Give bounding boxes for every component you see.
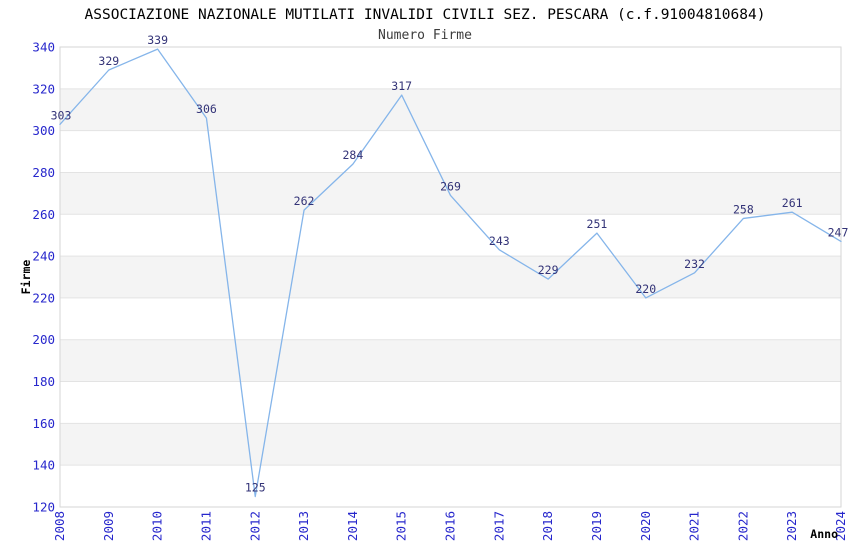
point-label: 247: [828, 225, 849, 239]
x-tick-label: 2008: [52, 511, 67, 541]
y-tick-label: 140: [32, 458, 55, 473]
point-label: 251: [587, 217, 608, 231]
x-tick-label: 2023: [784, 511, 799, 541]
point-label: 303: [51, 108, 72, 122]
y-axis-title: Firme: [19, 260, 33, 295]
y-tick-label: 120: [32, 500, 55, 515]
y-tick-label: 240: [32, 249, 55, 264]
x-tick-label: 2015: [394, 511, 409, 541]
point-label: 262: [294, 194, 315, 208]
x-tick-label: 2020: [638, 511, 653, 541]
grid-band: [60, 423, 841, 466]
y-tick-label: 280: [32, 165, 55, 180]
point-label: 243: [489, 234, 510, 248]
grid-band: [60, 172, 841, 215]
chart-subtitle: Numero Firme: [378, 28, 472, 43]
y-tick-label: 300: [32, 123, 55, 138]
point-label: 229: [538, 263, 559, 277]
x-tick-label: 2013: [296, 511, 311, 541]
plot-border: [59, 46, 842, 508]
point-label: 306: [196, 102, 217, 116]
grid-band: [60, 256, 841, 298]
x-tick-label: 2019: [589, 511, 604, 541]
point-label: 329: [98, 54, 119, 68]
point-label: 317: [391, 79, 412, 93]
point-label: 269: [440, 179, 461, 193]
point-label: 339: [147, 33, 168, 47]
grid-band: [60, 339, 841, 382]
data-line: [59, 48, 842, 498]
x-tick-label: 2021: [687, 511, 702, 541]
x-tick-label: 2010: [150, 511, 165, 541]
point-label: 284: [342, 148, 363, 162]
x-tick-label: 2009: [101, 511, 116, 541]
point-label: 258: [733, 202, 754, 216]
point-label: 220: [635, 282, 656, 296]
point-label: 232: [684, 257, 705, 271]
x-tick-label: 2014: [345, 511, 360, 541]
y-tick-label: 260: [32, 207, 55, 222]
x-tick-label: 2018: [540, 511, 555, 541]
point-label: 261: [782, 196, 803, 210]
x-tick-label: 2022: [735, 511, 750, 541]
point-label: 125: [245, 481, 266, 495]
generated-plot-content: 120 140 160 180 200 220 240 260 280 300 320 340 303 3…: [32, 33, 848, 541]
x-tick-label: 2016: [443, 511, 458, 541]
y-tick-label: 180: [32, 374, 55, 389]
y-tick-label: 320: [32, 81, 55, 96]
x-tick-label: 2017: [491, 511, 506, 541]
y-tick-label: 200: [32, 332, 55, 347]
y-tick-label: 160: [32, 416, 55, 431]
x-tick-label: 2024: [833, 511, 848, 541]
chart-title: ASSOCIAZIONE NAZIONALE MUTILATI INVALIDI…: [84, 7, 766, 23]
x-tick-label: 2011: [198, 511, 213, 541]
grid-band: [60, 88, 841, 131]
x-tick-label: 2012: [247, 511, 262, 541]
y-tick-label: 220: [32, 290, 55, 305]
y-tick-label: 340: [32, 40, 55, 55]
x-axis-title: Anno: [810, 527, 838, 541]
